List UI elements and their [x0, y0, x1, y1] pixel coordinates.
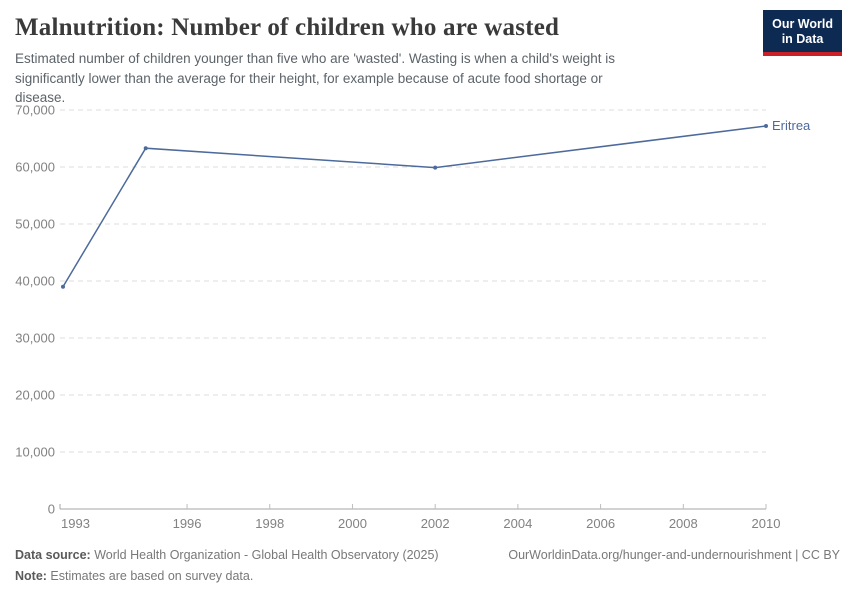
- svg-text:0: 0: [48, 502, 55, 517]
- datasource-text: World Health Organization - Global Healt…: [90, 548, 439, 562]
- svg-text:1993: 1993: [61, 516, 90, 531]
- note-label: Note:: [15, 569, 47, 583]
- line-chart[interactable]: 0 10,000 20,000 30,000 40,000 50,000 60,000 70,…: [0, 95, 850, 545]
- svg-text:50,000: 50,000: [15, 217, 55, 232]
- footer-row-note: Note: Estimates are based on survey data…: [15, 569, 840, 583]
- svg-text:2006: 2006: [586, 516, 615, 531]
- svg-text:1996: 1996: [173, 516, 202, 531]
- svg-text:2004: 2004: [503, 516, 532, 531]
- owid-logo-line1: Our World: [772, 17, 833, 31]
- page-title: Malnutrition: Number of children who are…: [15, 14, 560, 41]
- svg-text:Eritrea: Eritrea: [772, 118, 811, 133]
- svg-text:60,000: 60,000: [15, 160, 55, 175]
- svg-text:20,000: 20,000: [15, 388, 55, 403]
- chart-subtitle: Estimated number of children younger tha…: [15, 51, 616, 106]
- datasource-label: Data source:: [15, 548, 91, 562]
- datasource: Data source: World Health Organization -…: [15, 548, 439, 562]
- svg-text:40,000: 40,000: [15, 274, 55, 289]
- svg-text:70,000: 70,000: [15, 103, 55, 118]
- svg-text:10,000: 10,000: [15, 445, 55, 460]
- owid-logo-line2: in Data: [781, 32, 824, 46]
- svg-text:2010: 2010: [752, 516, 781, 531]
- footer-url-link[interactable]: OurWorldinData.org/hunger-and-undernouri…: [508, 548, 840, 562]
- chart-footer: Data source: World Health Organization -…: [15, 548, 840, 583]
- note-text: Estimates are based on survey data.: [46, 569, 254, 583]
- svg-text:1998: 1998: [255, 516, 284, 531]
- svg-text:2008: 2008: [669, 516, 698, 531]
- svg-text:30,000: 30,000: [15, 331, 55, 346]
- owid-logo[interactable]: Our World in Data: [763, 10, 842, 56]
- svg-text:2000: 2000: [338, 516, 367, 531]
- svg-text:2002: 2002: [421, 516, 450, 531]
- footer-row-source: Data source: World Health Organization -…: [15, 548, 840, 562]
- chart-header: Malnutrition: Number of children who are…: [0, 0, 850, 108]
